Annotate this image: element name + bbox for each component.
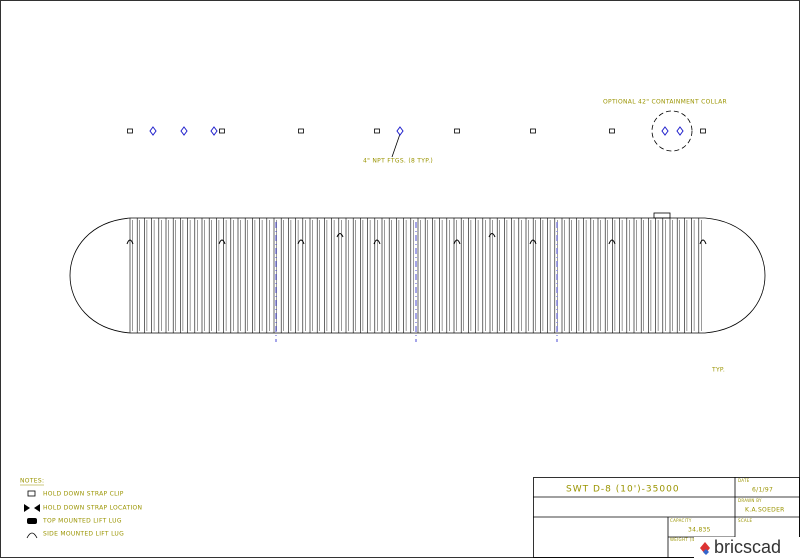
field-label: SCALE <box>738 518 752 523</box>
collar-label: OPTIONAL 42" CONTAINMENT COLLAR <box>603 99 727 106</box>
side-lug <box>699 239 707 245</box>
icon-clip <box>27 490 36 497</box>
side-lug <box>126 239 134 245</box>
tank <box>69 212 766 342</box>
field-label: DRAWN BY <box>738 498 762 503</box>
collar-plan <box>651 110 693 152</box>
side-lug <box>218 239 226 245</box>
field-label: WEIGHT (lbs.) <box>670 537 702 542</box>
notes-title: NOTES: <box>20 478 44 485</box>
tank-end <box>704 217 766 334</box>
note: HOLD DOWN STRAP CLIP <box>43 491 124 498</box>
drawn-by: K.A.SOEDER <box>745 507 785 514</box>
side-lug <box>529 239 537 245</box>
logo-bg <box>694 537 800 558</box>
lug <box>488 233 496 238</box>
icon-side-lug <box>26 532 38 539</box>
clip <box>374 128 380 134</box>
fitting <box>661 126 669 136</box>
fitting <box>210 126 218 136</box>
note: TOP MOUNTED LIFT LUG <box>42 518 122 525</box>
fitting <box>149 126 157 136</box>
fitting-label: 4" NPT FTGS. (8 TYP.) <box>363 158 433 165</box>
note: HOLD DOWN STRAP LOCATION <box>43 505 142 512</box>
side-lug <box>608 239 616 245</box>
icon-strap <box>24 504 40 512</box>
side-lug <box>297 239 305 245</box>
typ-label: TYP. <box>711 367 725 374</box>
note: SIDE MOUNTED LIFT LUG <box>43 531 124 538</box>
tank-end <box>69 217 131 334</box>
leader <box>391 133 401 158</box>
capacity: 34,835 <box>688 527 711 534</box>
field-label: CAPACITY <box>670 518 692 523</box>
fitting <box>676 126 684 136</box>
clip <box>298 128 304 134</box>
logo-icon <box>703 549 709 555</box>
icon-top-lug <box>27 518 37 524</box>
lug <box>336 233 344 238</box>
fitting <box>180 126 188 136</box>
clip <box>454 128 460 134</box>
side-lug <box>373 239 381 245</box>
clip <box>700 128 706 134</box>
collar <box>653 212 671 219</box>
clip <box>609 128 615 134</box>
side-lug <box>453 239 461 245</box>
clip <box>127 128 133 134</box>
clip <box>530 128 536 134</box>
title: SWT D-8 (10')-35000 <box>566 485 680 495</box>
logo: bricscad <box>714 537 781 557</box>
field-label: DATE <box>738 478 750 483</box>
fitting <box>396 126 404 136</box>
date: 6/1/97 <box>752 487 773 494</box>
clip <box>219 128 225 134</box>
